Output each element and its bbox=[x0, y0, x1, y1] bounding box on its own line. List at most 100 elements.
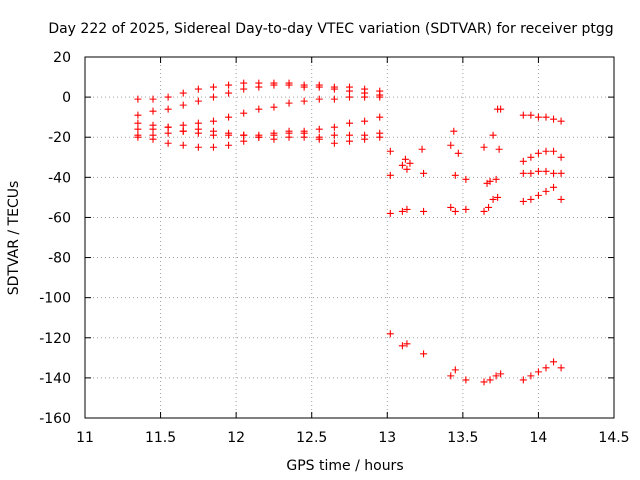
data-point bbox=[386, 209, 394, 217]
data-point bbox=[179, 141, 187, 149]
data-point bbox=[550, 115, 558, 123]
chart-title: Day 222 of 2025, Sidereal Day-to-day VTE… bbox=[48, 21, 613, 37]
data-point bbox=[225, 113, 233, 121]
data-point bbox=[255, 83, 263, 91]
data-point bbox=[542, 113, 550, 121]
data-point bbox=[270, 103, 278, 111]
data-point bbox=[330, 131, 338, 139]
series-arc3 bbox=[134, 93, 384, 131]
data-point bbox=[447, 372, 455, 380]
data-point bbox=[462, 205, 470, 213]
data-point bbox=[486, 177, 494, 185]
data-point bbox=[134, 131, 142, 139]
axis-ticks bbox=[84, 56, 615, 419]
data-point bbox=[149, 95, 157, 103]
data-point bbox=[451, 366, 459, 374]
series-tail-minus28 bbox=[519, 147, 565, 165]
data-point bbox=[330, 95, 338, 103]
data-point bbox=[285, 81, 293, 89]
data-point bbox=[134, 95, 142, 103]
data-point bbox=[557, 117, 565, 125]
data-point bbox=[285, 133, 293, 141]
data-point bbox=[376, 133, 384, 141]
data-point bbox=[361, 135, 369, 143]
series-group-minus55 bbox=[386, 193, 502, 217]
data-point bbox=[361, 117, 369, 125]
data-point bbox=[557, 195, 565, 203]
data-point bbox=[164, 129, 172, 137]
y-tick-label: -120 bbox=[39, 331, 71, 347]
data-points bbox=[134, 79, 565, 386]
data-point bbox=[534, 167, 542, 175]
data-point bbox=[447, 141, 455, 149]
y-tick-label: -100 bbox=[39, 291, 71, 307]
data-point bbox=[225, 141, 233, 149]
data-point bbox=[489, 131, 497, 139]
data-point bbox=[330, 123, 338, 131]
x-tick-label: 12.5 bbox=[296, 430, 327, 446]
data-point bbox=[462, 376, 470, 384]
y-axis-label: SDTVAR / TECUs bbox=[6, 181, 22, 296]
data-point bbox=[194, 85, 202, 93]
data-point bbox=[550, 183, 558, 191]
series-arc1 bbox=[134, 79, 384, 103]
data-point bbox=[376, 113, 384, 121]
data-point bbox=[315, 95, 323, 103]
data-point bbox=[225, 81, 233, 89]
data-point bbox=[403, 205, 411, 213]
plot-frame bbox=[84, 56, 615, 419]
data-point bbox=[534, 191, 542, 199]
data-point bbox=[480, 207, 488, 215]
data-point bbox=[209, 143, 217, 151]
data-point bbox=[179, 89, 187, 97]
data-point bbox=[315, 125, 323, 133]
data-point bbox=[330, 139, 338, 147]
data-point bbox=[346, 93, 353, 101]
data-point bbox=[495, 145, 503, 153]
data-point bbox=[330, 85, 338, 93]
data-point bbox=[398, 342, 406, 350]
grid bbox=[85, 57, 614, 418]
data-point bbox=[534, 368, 542, 376]
data-point bbox=[494, 193, 502, 201]
data-point bbox=[225, 89, 233, 97]
data-point bbox=[557, 169, 565, 177]
data-point bbox=[489, 195, 497, 203]
data-point bbox=[255, 105, 263, 113]
data-point bbox=[386, 171, 394, 179]
x-axis-label: GPS time / hours bbox=[286, 458, 403, 474]
data-point bbox=[519, 169, 527, 177]
data-point bbox=[451, 207, 459, 215]
data-point bbox=[300, 97, 308, 105]
data-point bbox=[497, 105, 505, 113]
data-point bbox=[209, 93, 217, 101]
x-tick-label: 11.5 bbox=[145, 430, 176, 446]
series-group-minus130 bbox=[386, 330, 505, 386]
data-point bbox=[418, 145, 426, 153]
data-point bbox=[270, 129, 278, 137]
data-point bbox=[300, 129, 308, 137]
y-tick-label: -140 bbox=[39, 371, 71, 387]
data-point bbox=[542, 364, 550, 372]
x-tick-label: 13 bbox=[378, 430, 396, 446]
data-point bbox=[485, 203, 493, 211]
data-point bbox=[164, 139, 172, 147]
data-point bbox=[209, 83, 217, 91]
data-point bbox=[270, 135, 278, 143]
data-point bbox=[149, 107, 157, 115]
series-tail-minus10 bbox=[519, 111, 565, 125]
data-point bbox=[194, 143, 202, 151]
x-tick-label: 12 bbox=[227, 430, 245, 446]
series-tail-minus135 bbox=[519, 358, 565, 384]
data-point bbox=[164, 105, 172, 113]
series-arc2 bbox=[134, 81, 384, 119]
data-point bbox=[376, 93, 384, 101]
y-tick-label: -160 bbox=[39, 411, 71, 427]
series-tail-minus48 bbox=[519, 183, 565, 205]
data-point bbox=[179, 101, 187, 109]
y-tick-labels: 20 0 -20 -40 -60 -80 -100 -120 -140 -160 bbox=[39, 50, 71, 427]
data-point bbox=[149, 125, 157, 133]
data-point bbox=[398, 207, 406, 215]
data-point bbox=[519, 376, 527, 384]
data-point bbox=[542, 187, 550, 195]
